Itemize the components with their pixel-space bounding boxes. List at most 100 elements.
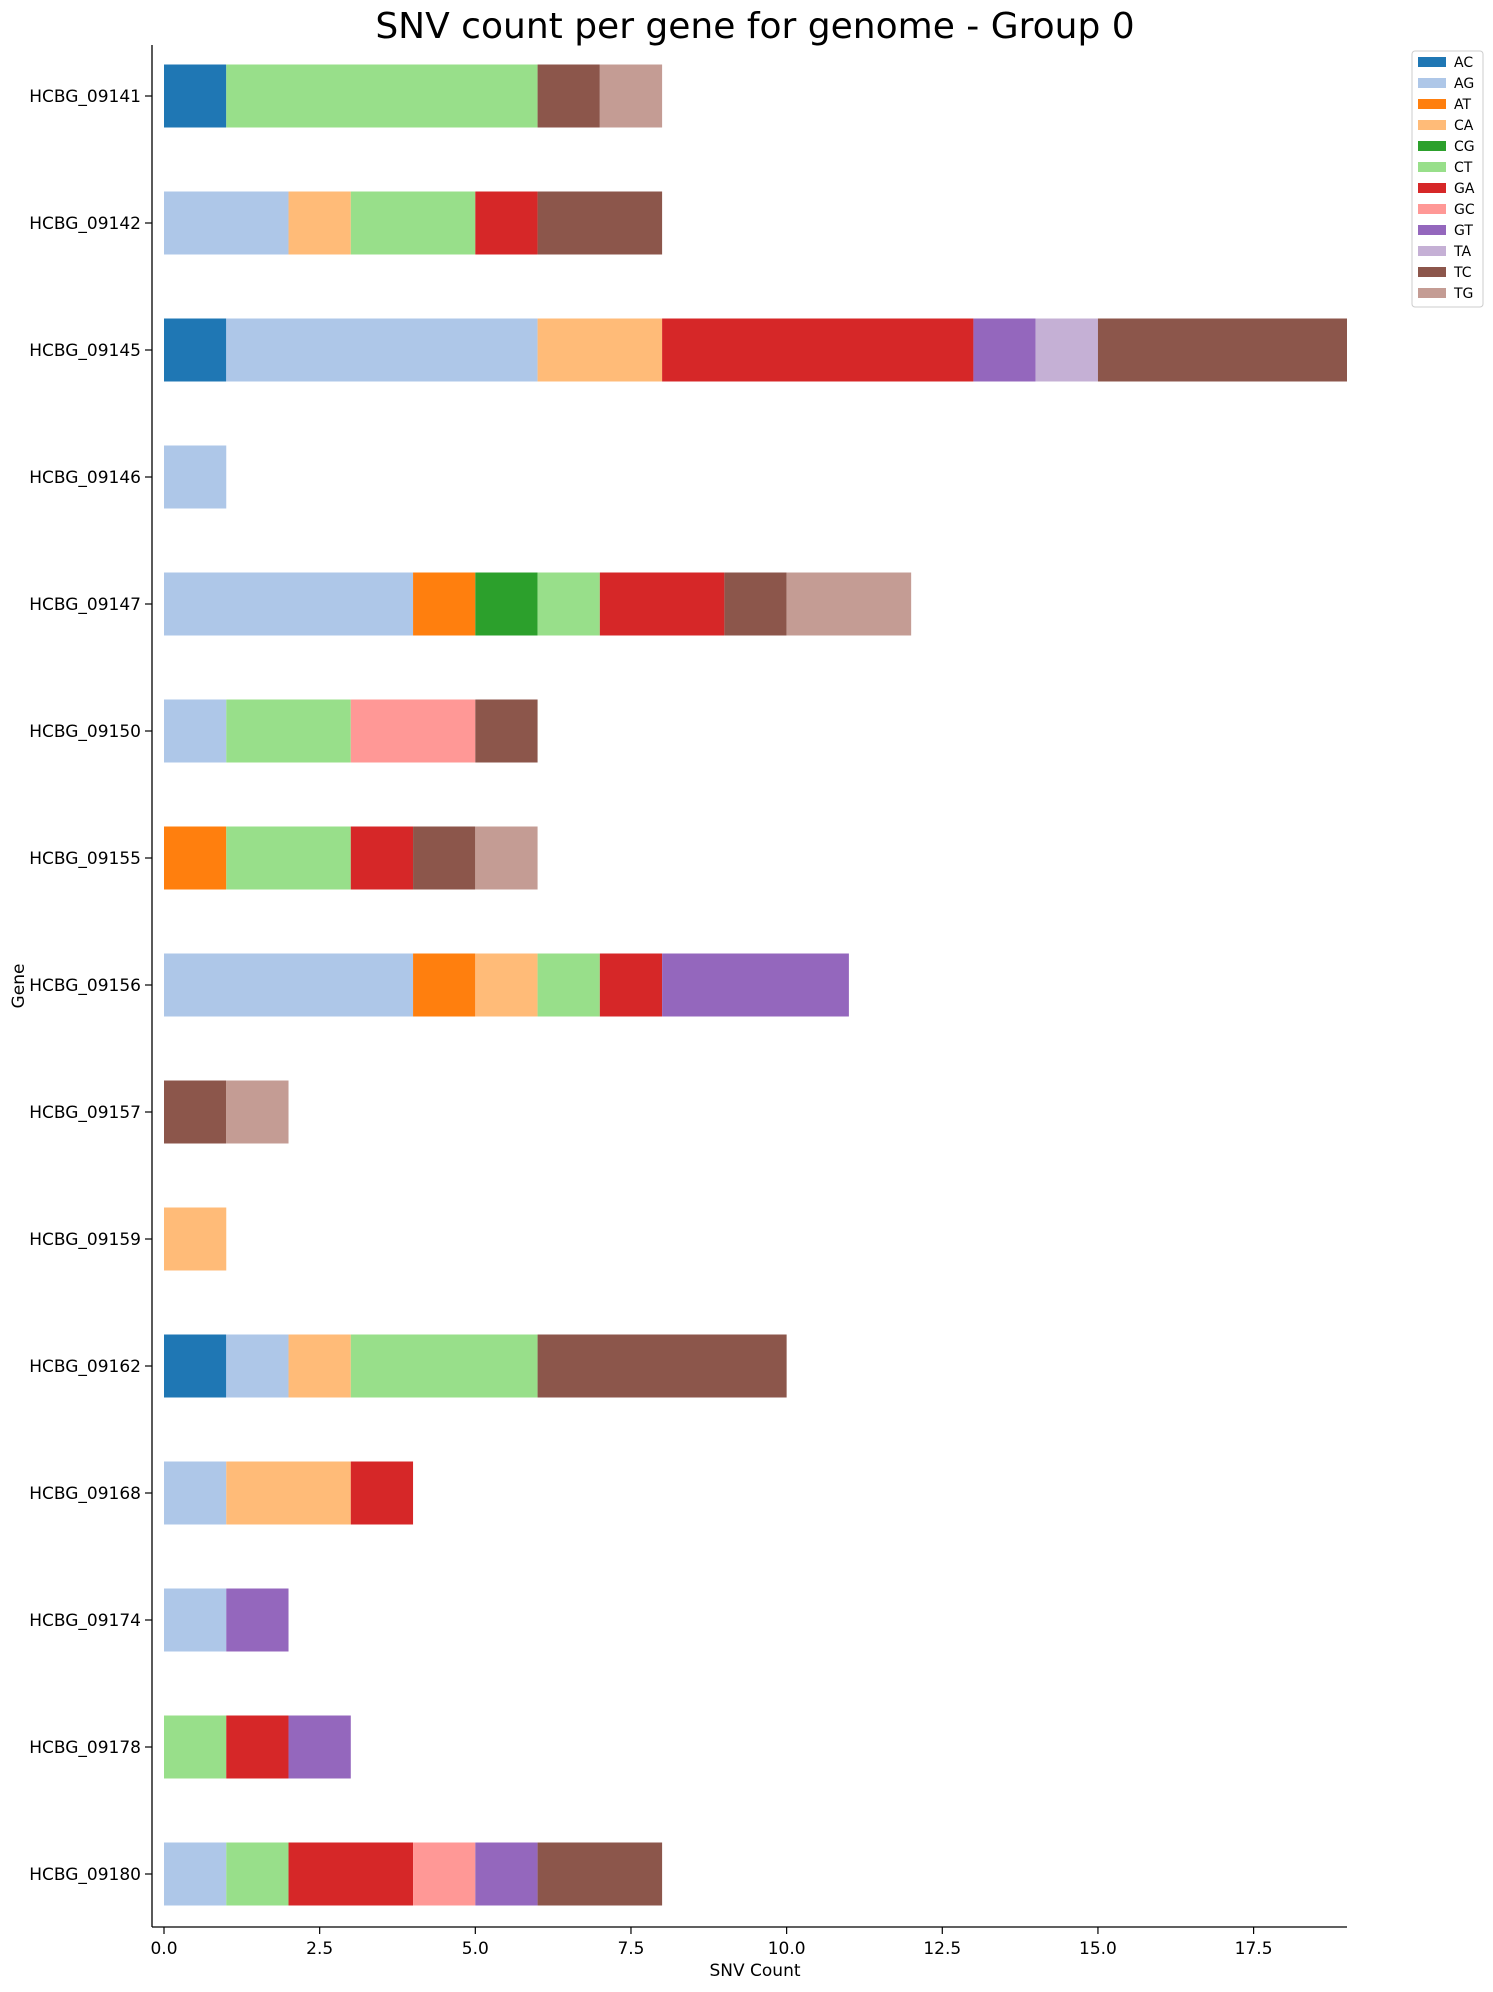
legend-swatch-gt [1418,225,1446,235]
bar-segment-ct [164,1715,227,1779]
legend-label-ag: AG [1454,76,1474,92]
bar-segment-ga [662,318,974,382]
bar-segment-ga [350,1461,414,1525]
bar-segment-gt [475,1842,538,1906]
legend-label-tc: TC [1453,265,1472,281]
bar-segment-ct [350,1334,538,1398]
bar-segment-ca [226,1461,351,1525]
bar-segment-gc [413,1842,476,1906]
y-tick-label: HCBG_09145 [29,341,141,361]
x-tick-label: 10.0 [768,1939,806,1959]
legend-swatch-ac [1418,57,1446,67]
bar-segment-ct [537,572,600,636]
bar-segment-tg [226,1080,289,1144]
bar-segment-ga [288,1842,414,1906]
legend-swatch-tc [1418,267,1446,277]
x-tick-label: 17.5 [1235,1939,1273,1959]
bar-segment-tc [1097,318,1347,382]
y-tick-label: HCBG_09156 [29,976,141,996]
legend-swatch-cg [1418,141,1446,151]
y-axis-label: Gene [9,964,29,1009]
bar-segment-tc [537,64,600,128]
bar-segment-tg [475,826,538,890]
bar-segment-ga [226,1715,289,1779]
bar-segment-ga [475,191,538,255]
bar-segment-gt [973,318,1036,382]
bar-segment-tc [537,191,663,255]
bar-segment-ag [164,572,414,636]
bar-segment-ac [164,64,227,128]
bar-segment-at [413,572,476,636]
y-tick-label: HCBG_09174 [29,1611,141,1631]
y-tick-label: HCBG_09159 [29,1230,141,1250]
bar-segment-tc [164,1080,227,1144]
bar-segment-ag [164,953,414,1017]
bar-segment-ct [226,64,538,128]
bar-segment-at [164,826,227,890]
y-tick-label: HCBG_09168 [29,1484,141,1504]
legend-label-tg: TG [1453,286,1473,302]
y-tick-label: HCBG_09180 [29,1865,141,1885]
x-axis: 0.0 2.5 5.0 7.5 10.0 12.5 15.0 17.5 [150,1926,1347,1959]
bar-segment-ac [164,1334,227,1398]
bar-segment-ag [226,318,538,382]
x-axis-label: SNV Count [709,1961,800,1981]
x-tick-label: 15.0 [1079,1939,1117,1959]
bar-segment-ca [537,318,663,382]
chart-title: SNV count per gene for genome - Group 0 [375,6,1134,47]
bar-segment-tc [413,826,476,890]
x-tick-label: 0.0 [150,1939,177,1959]
legend-frame [1411,50,1484,308]
legend-label-cg: CG [1454,139,1475,155]
legend-swatch-ga [1418,183,1446,193]
bar-segment-ca [288,191,351,255]
legend-swatch-gc [1418,204,1446,214]
y-tick-label: HCBG_09162 [29,1357,141,1377]
y-axis: HCBG_09141 HCBG_09142 HCBG_09145 HCBG_09146… [29,45,153,1927]
bar-segment-ga [599,953,663,1017]
bar-segment-ag [164,1842,227,1906]
bar-segment-gt [662,953,849,1017]
bar-segment-ct [226,826,351,890]
bar-segment-tg [786,572,912,636]
legend-swatch-ta [1418,246,1446,256]
bar-segment-ag [164,1461,227,1525]
bar-segment-ca [475,953,538,1017]
legend-label-ga: GA [1454,181,1475,197]
x-tick-label: 12.5 [923,1939,961,1959]
legend-label-ta: TA [1453,244,1471,260]
y-tick-label: HCBG_09157 [29,1103,141,1123]
bar-segment-tc [724,572,787,636]
y-tick-label: HCBG_09155 [29,849,141,869]
bar-segment-cg [475,572,538,636]
legend-label-ac: AC [1454,55,1473,71]
bar-segment-at [413,953,476,1017]
bar-segment-ag [164,445,227,509]
y-tick-label: HCBG_09178 [29,1738,141,1758]
legend-label-gc: GC [1454,202,1475,218]
bar-segment-tc [537,1334,787,1398]
bar-segment-ct [350,191,476,255]
bar-segment-ta [1035,318,1098,382]
bar-segment-ag [164,191,289,255]
legend-swatch-tg [1418,288,1446,298]
legend-swatch-at [1418,99,1446,109]
x-tick-label: 5.0 [462,1939,489,1959]
legend-swatch-ct [1418,162,1446,172]
bar-segment-gt [226,1588,289,1652]
y-tick-label: HCBG_09147 [29,595,141,615]
bar-segment-ga [599,572,725,636]
bar-segment-ct [537,953,600,1017]
bar-segment-ag [226,1334,289,1398]
bar-segment-tc [537,1842,663,1906]
legend: AC AG AT CA CG CT GA GC GT TA TC TG [1411,50,1484,308]
bar-segment-ca [164,1207,227,1271]
bar-segment-ct [226,1842,289,1906]
legend-label-ca: CA [1454,118,1474,134]
bar-segment-ca [288,1334,351,1398]
y-tick-label: HCBG_09141 [29,87,141,107]
legend-label-at: AT [1454,97,1471,113]
bar-segment-ag [164,699,227,763]
bar-segment-tg [599,64,663,128]
